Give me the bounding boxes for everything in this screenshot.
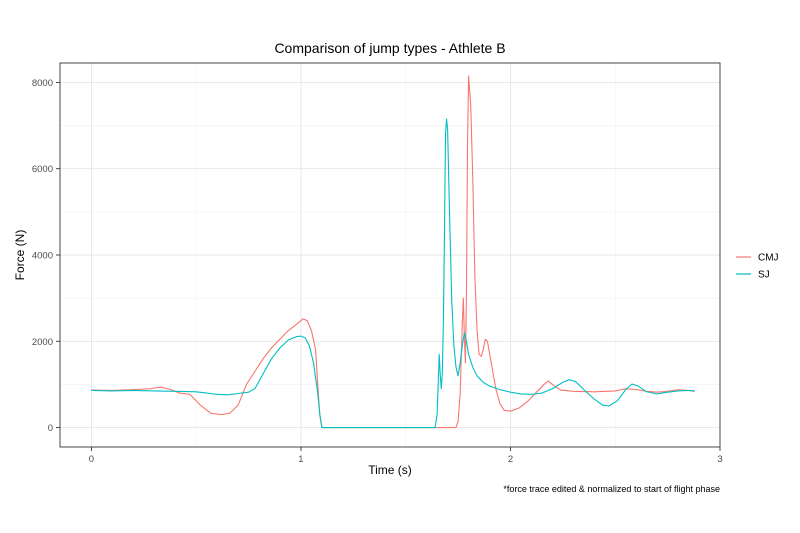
y-tick-label: 0 (48, 423, 53, 434)
series-line-sj (91, 118, 695, 429)
y-tick-label: 6000 (32, 164, 53, 175)
x-tick-label: 0 (89, 454, 94, 465)
x-tick-label: 3 (717, 454, 722, 465)
y-axis-title: Force (N) (13, 230, 27, 281)
chart-caption: *force trace edited & normalized to star… (503, 484, 720, 494)
series-layer (91, 75, 695, 429)
legend-label-sj: SJ (758, 270, 770, 281)
y-axis: 0 2000 4000 6000 8000 (32, 78, 60, 434)
legend: CMJ SJ (736, 253, 779, 281)
x-axis-title: Time (s) (368, 463, 412, 477)
y-tick-label: 8000 (32, 78, 53, 89)
series-line-cmj (91, 75, 695, 429)
legend-label-cmj: CMJ (758, 253, 779, 264)
x-axis: 0 1 2 3 (89, 447, 723, 465)
y-tick-label: 2000 (32, 337, 53, 348)
x-tick-label: 1 (298, 454, 303, 465)
chart-title: Comparison of jump types - Athlete B (274, 40, 505, 56)
x-tick-label: 2 (508, 454, 513, 465)
y-tick-label: 4000 (32, 251, 53, 262)
